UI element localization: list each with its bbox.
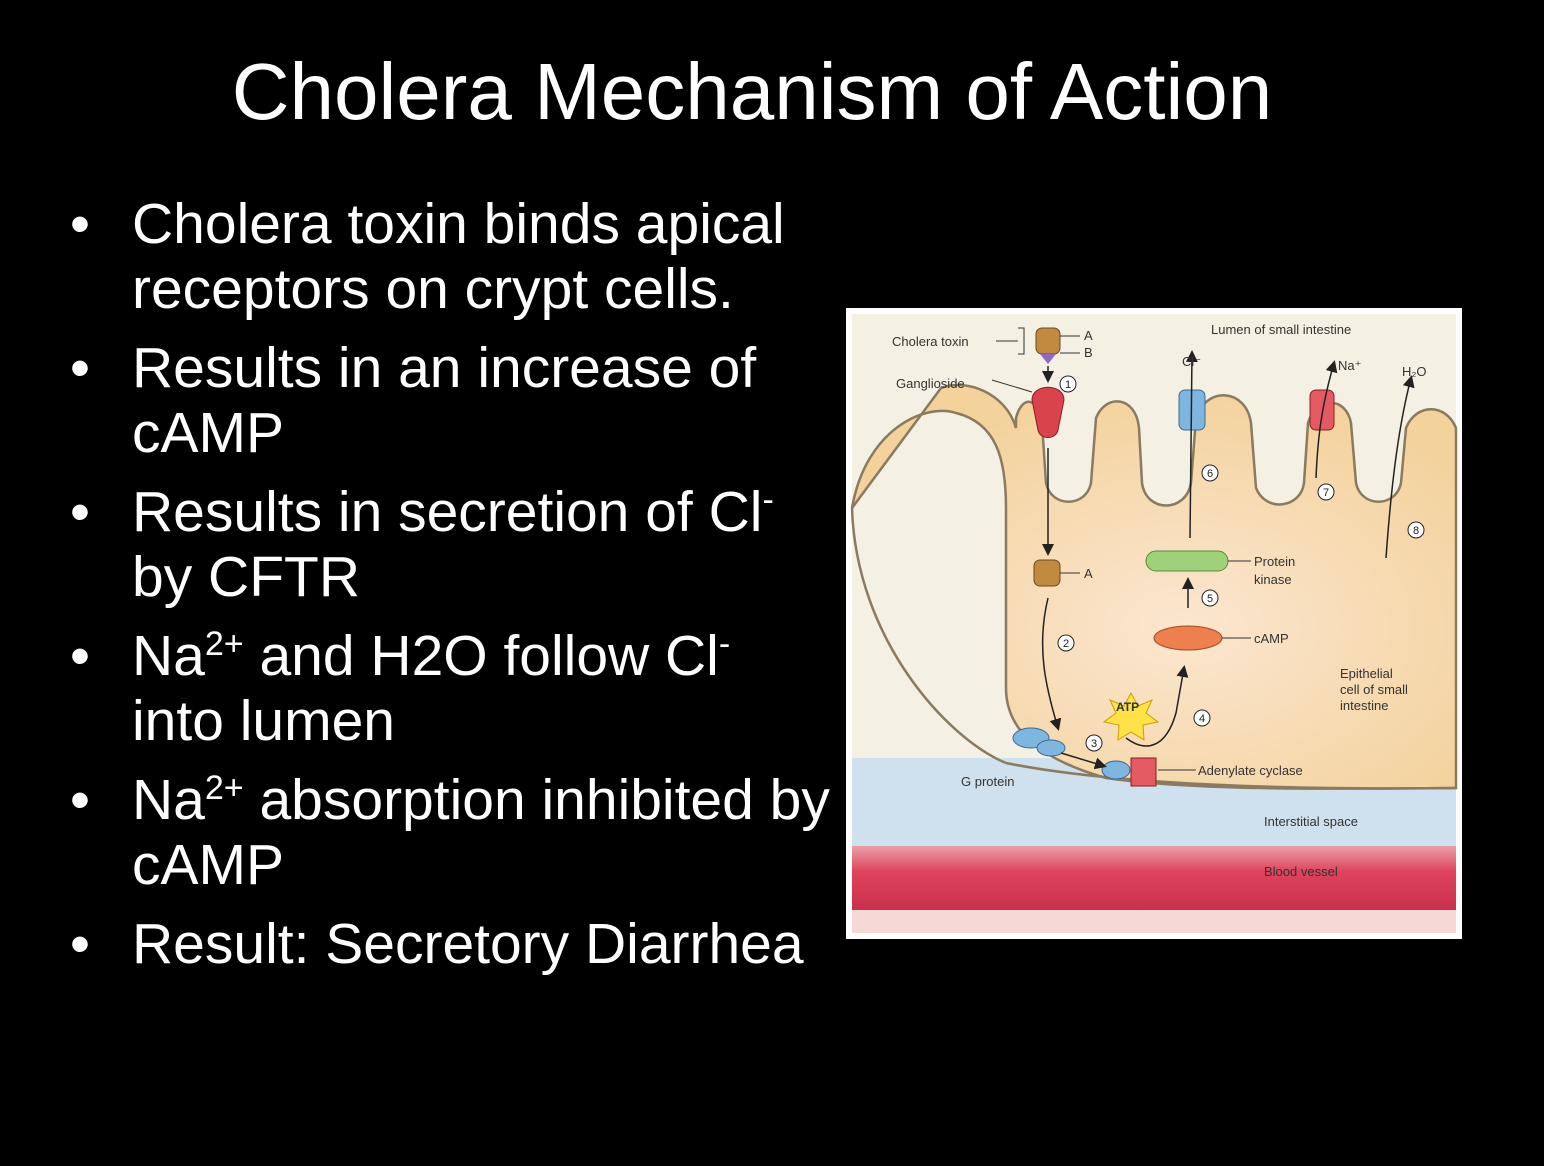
- step-marker: 6: [1201, 464, 1219, 482]
- arrow: [1385, 375, 1415, 559]
- bullet-item: • Na2+ absorption inhibited by cAMP: [70, 768, 830, 898]
- label-epithelial-3: intestine: [1340, 698, 1388, 713]
- step-marker: 2: [1057, 634, 1075, 652]
- bullet-text: Na: [132, 624, 205, 688]
- camp: [1153, 625, 1223, 651]
- label-a-subunit: A: [1084, 566, 1093, 581]
- label-lumen: Lumen of small intestine: [1211, 322, 1351, 337]
- step-number: 1: [1065, 379, 1071, 391]
- arrow: [1060, 752, 1107, 770]
- label-cl: Cl⁻: [1182, 354, 1201, 369]
- bullet-text: Results in secretion of Cl: [132, 480, 763, 544]
- a-subunit: [1033, 559, 1061, 587]
- label-b: B: [1084, 345, 1093, 360]
- ganglioside-receptor: [1031, 386, 1065, 438]
- cholera-toxin-a-subunit: [1035, 327, 1061, 355]
- bullet-text: Na: [132, 768, 205, 832]
- bullet-text: Results in an increase of cAMP: [132, 336, 757, 465]
- step-marker: 1: [1059, 375, 1077, 393]
- label-epithelial-2: cell of small: [1340, 682, 1408, 697]
- bullet-dot: •: [70, 192, 90, 256]
- step-number: 8: [1413, 525, 1419, 537]
- label-epithelial-1: Epithelial: [1340, 666, 1393, 681]
- bullet-text: and H2O follow Cl: [243, 624, 719, 688]
- step-marker: 3: [1085, 734, 1103, 752]
- bullet-item: • Result: Secretory Diarrhea: [70, 912, 830, 977]
- g-protein-alpha: [1101, 760, 1131, 780]
- bullet-item: • Cholera toxin binds apical receptors on…: [70, 192, 830, 322]
- label-adenylate-cyclase: Adenylate cyclase: [1198, 763, 1303, 778]
- arrow: [1185, 350, 1198, 539]
- superscript: -: [762, 481, 774, 519]
- step-marker: 8: [1407, 521, 1425, 539]
- bullet-item: • Results in an increase of cAMP: [70, 336, 830, 466]
- label-g-protein: G protein: [961, 774, 1014, 789]
- label-camp: cAMP: [1254, 631, 1289, 646]
- atp-burst: [1102, 691, 1160, 741]
- vessel-edge: [852, 910, 1456, 933]
- bullet-text: Cholera toxin binds apical receptors on …: [132, 192, 785, 321]
- bullet-dot: •: [70, 768, 90, 832]
- cholera-toxin-b-subunit: [1040, 354, 1056, 364]
- bullet-text: into lumen: [132, 689, 395, 753]
- label-ganglioside: Ganglioside: [896, 376, 965, 391]
- arrow: [1125, 665, 1189, 747]
- step-number: 5: [1207, 593, 1213, 605]
- label-blood-vessel: Blood vessel: [1264, 864, 1338, 879]
- step-marker: 5: [1201, 589, 1219, 607]
- label-interstitial-space: Interstitial space: [1264, 814, 1358, 829]
- step-number: 3: [1091, 738, 1097, 750]
- label-atp: ATP: [1116, 700, 1139, 714]
- leader-line: [991, 379, 1033, 393]
- bullet-text: Result: Secretory Diarrhea: [132, 912, 804, 976]
- arrow: [1041, 597, 1062, 731]
- step-number: 2: [1063, 638, 1069, 650]
- step-number: 4: [1199, 713, 1205, 725]
- g-protein: [1036, 739, 1066, 757]
- bracket: [1018, 327, 1025, 355]
- step-number: 7: [1323, 487, 1329, 499]
- step-marker: 4: [1193, 709, 1211, 727]
- label-kinase: kinase: [1254, 572, 1292, 587]
- bullet-dot: •: [70, 480, 90, 544]
- bullet-text: by CFTR: [132, 545, 360, 609]
- bullet-dot: •: [70, 336, 90, 400]
- bullet-item: • Na2+ and H2O follow Cl- into lumen: [70, 624, 830, 754]
- blood-vessel: [852, 846, 1456, 910]
- bullet-list: • Cholera toxin binds apical receptors on…: [70, 192, 830, 991]
- step-number: 6: [1207, 468, 1213, 480]
- bullet-dot: •: [70, 912, 90, 976]
- slide-title: Cholera Mechanism of Action: [231, 47, 1273, 136]
- bullet-text: absorption inhibited by cAMP: [132, 768, 830, 897]
- bullet-dot: •: [70, 624, 90, 688]
- label-a: A: [1084, 328, 1093, 343]
- na-channel: [1309, 389, 1335, 431]
- arrow: [1315, 360, 1338, 479]
- cholera-mechanism-diagram: Cholera toxin A B Ganglioside Lumen of s…: [846, 308, 1462, 939]
- basal-membrane: [1005, 761, 1457, 790]
- step-marker: 7: [1317, 483, 1335, 501]
- label-h2o: H₂O: [1402, 364, 1427, 379]
- superscript: 2+: [204, 625, 244, 663]
- basal-membrane: [850, 507, 1007, 765]
- superscript: 2+: [204, 769, 244, 807]
- bullet-item: • Results in secretion of Cl- by CFTR: [70, 480, 830, 610]
- label-na: Na⁺: [1338, 358, 1361, 373]
- label-protein: Protein: [1254, 554, 1295, 569]
- diagram-canvas: Cholera toxin A B Ganglioside Lumen of s…: [850, 314, 1458, 933]
- label-cholera-toxin: Cholera toxin: [892, 334, 969, 349]
- protein-kinase: [1145, 550, 1229, 572]
- superscript: -: [718, 625, 731, 663]
- adenylate-cyclase: [1130, 757, 1157, 787]
